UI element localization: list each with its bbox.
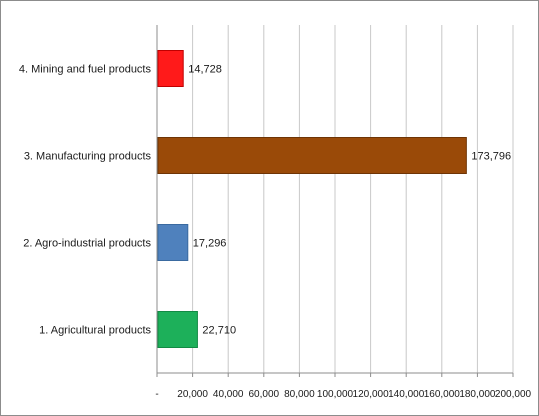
x-tick-label: 60,000: [249, 389, 280, 400]
value-labels: 14,728 173,796 17,296 22,710: [188, 64, 511, 337]
bar: [157, 50, 184, 87]
category-label: 4. Mining and fuel products: [19, 64, 152, 76]
value-label: 22,710: [202, 325, 236, 337]
category-label: 3. Manufacturing products: [24, 151, 152, 163]
x-tick-label: 180,000: [459, 389, 496, 400]
value-label: 14,728: [188, 64, 222, 76]
x-tick-label: 40,000: [213, 389, 244, 400]
x-tick-label: 80,000: [284, 389, 315, 400]
bar: [157, 311, 198, 348]
value-label: 173,796: [471, 151, 511, 163]
category-label: 2. Agro-industrial products: [23, 238, 151, 250]
x-tick-label: 160,000: [424, 389, 461, 400]
bar: [157, 137, 467, 174]
category-label: 1. Agricultural products: [39, 325, 151, 337]
x-tick-label: 100,000: [317, 389, 354, 400]
x-tick-label: 20,000: [177, 389, 208, 400]
bars: [157, 50, 467, 348]
x-tick-label: 200,000: [495, 389, 532, 400]
category-labels: 4. Mining and fuel products 3. Manufactur…: [19, 64, 152, 337]
x-tick-label: 120,000: [353, 389, 390, 400]
x-tick-labels: -20,000 40,000 60,000 80,000 100,000 120,000 1…: [155, 373, 532, 400]
x-tick-label: -: [155, 389, 158, 400]
value-label: 17,296: [193, 238, 227, 250]
bar: [157, 224, 189, 261]
gridlines: [192, 25, 514, 373]
x-tick-label: 140,000: [388, 389, 425, 400]
